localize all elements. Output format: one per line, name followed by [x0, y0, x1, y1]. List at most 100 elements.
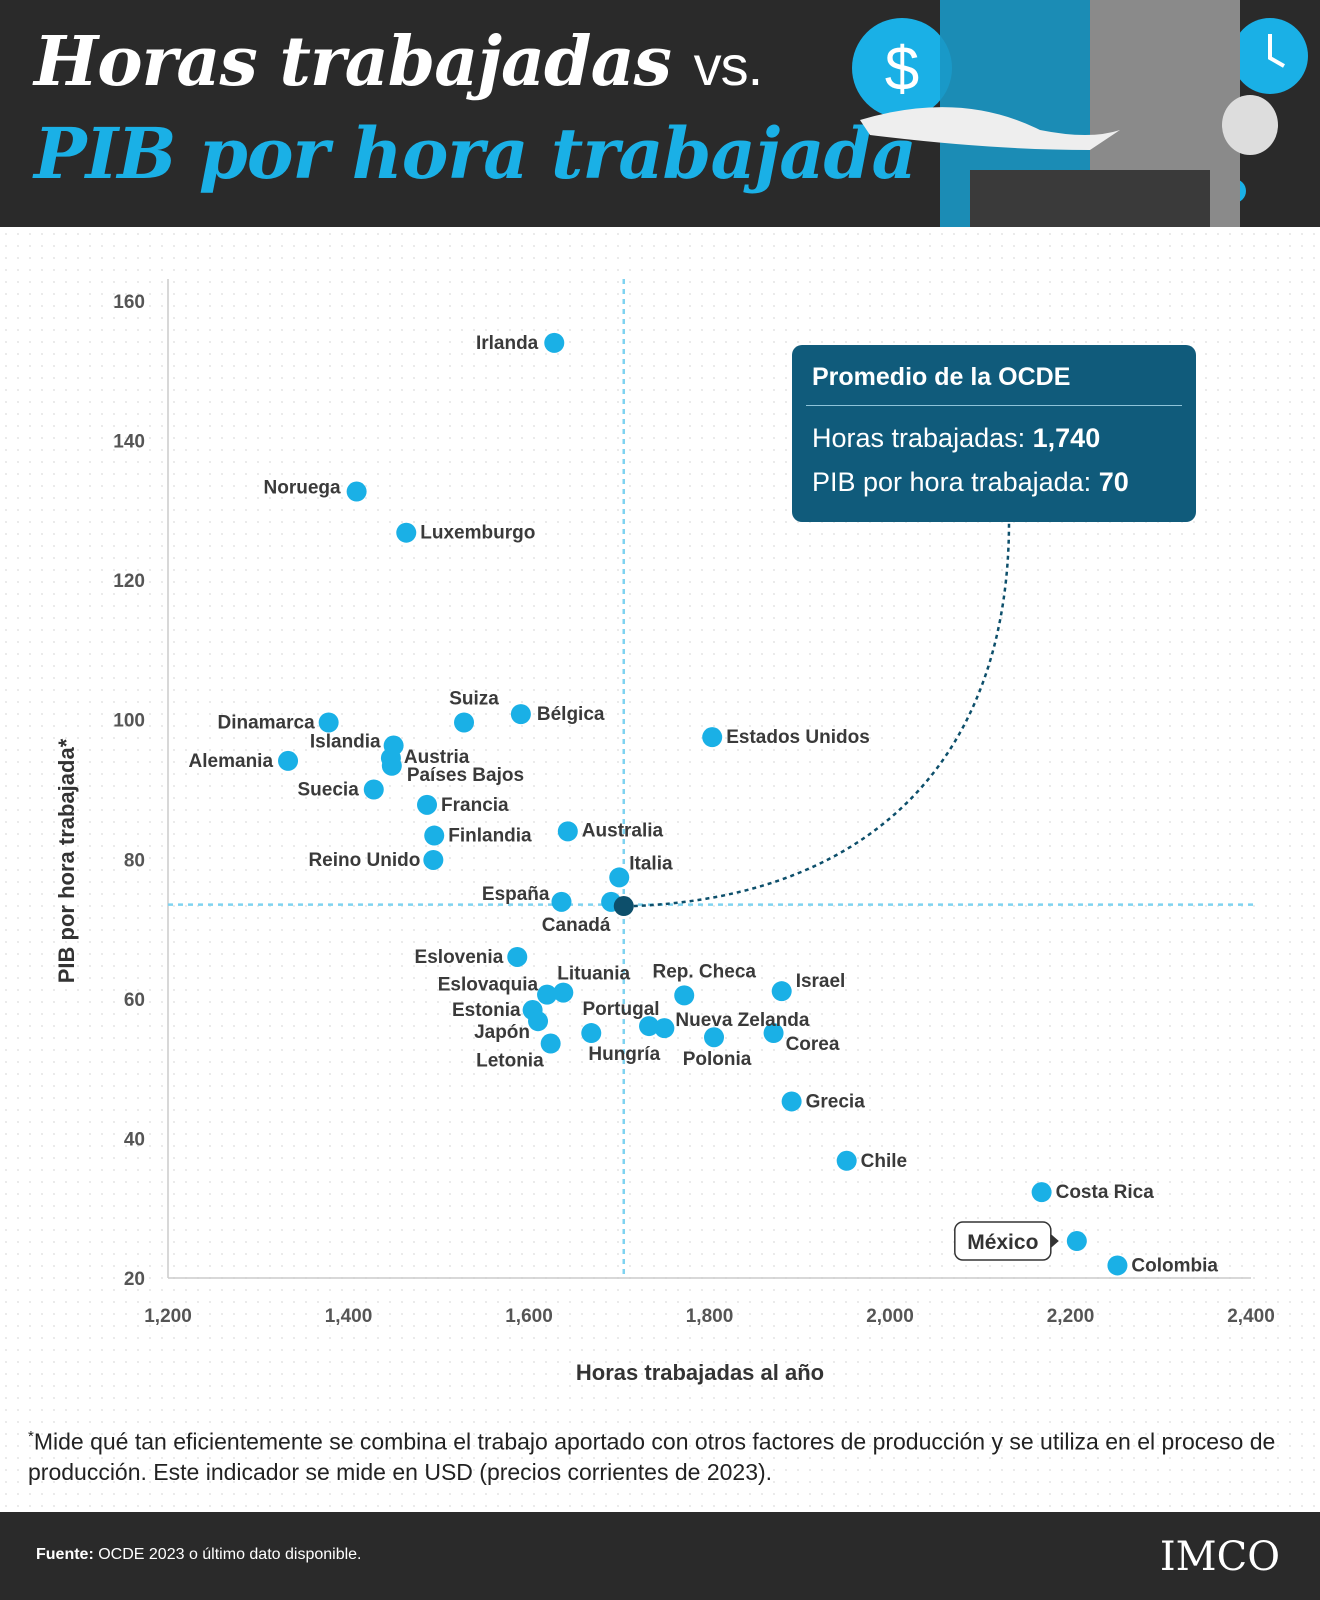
mexico-callout-pointer	[1050, 1234, 1059, 1249]
point-label: Polonia	[683, 1049, 752, 1070]
workers-illustration: $	[852, 0, 1308, 227]
point-label: Noruega	[264, 478, 342, 499]
y-tick-label: 80	[124, 850, 145, 871]
average-box-title: Promedio de la OCDE	[812, 363, 1071, 391]
point-label: España	[482, 884, 550, 905]
data-point-chile	[836, 1150, 857, 1171]
data-point-suiza	[454, 712, 475, 733]
data-point-dinamarca	[318, 712, 339, 733]
point-label: Israel	[796, 971, 846, 992]
data-point-grecia	[781, 1091, 802, 1112]
data-point-eslovenia	[507, 946, 528, 967]
x-tick-label: 1,800	[686, 1306, 734, 1327]
title-line-1: Horas trabajadas vs.	[34, 22, 764, 102]
point-label: Corea	[786, 1034, 840, 1055]
footnote: *Mide qué tan eficientemente se combina …	[28, 1422, 1298, 1487]
point-label: Lituania	[557, 964, 630, 985]
point-label: Irlanda	[476, 333, 539, 354]
data-point-letonia	[540, 1033, 561, 1054]
y-tick-label: 120	[113, 571, 145, 592]
x-tick-label: 1,400	[325, 1306, 373, 1327]
blueprint	[860, 107, 1120, 150]
point-label: Dinamarca	[217, 713, 315, 734]
data-point-alemania	[278, 750, 299, 771]
point-label: Eslovenia	[415, 947, 504, 968]
title-vs: vs.	[693, 34, 764, 97]
point-label: Austria	[404, 747, 470, 768]
data-point-espa-a	[551, 891, 572, 912]
point-label: Chile	[861, 1151, 907, 1172]
data-point-luxemburgo	[396, 522, 417, 543]
point-label: Francia	[441, 795, 509, 816]
data-point-rep-checa	[674, 985, 695, 1006]
point-label: Eslovaquia	[438, 975, 539, 996]
data-point-noruega	[346, 481, 367, 502]
data-point-hungr-a	[581, 1023, 602, 1044]
average-gdp: PIB por hora trabajada: 70	[812, 467, 1129, 497]
point-label: México	[967, 1231, 1038, 1254]
point-label: Estonia	[452, 1000, 521, 1021]
data-point-israel	[771, 981, 792, 1002]
data-point-irlanda	[544, 332, 565, 353]
point-label: Rep. Checa	[652, 961, 756, 982]
x-axis-title: Horas trabajadas al año	[576, 1360, 824, 1385]
y-tick-label: 140	[113, 432, 145, 453]
source: Fuente: OCDE 2023 o último dato disponib…	[36, 1546, 362, 1563]
header: Horas trabajadas vs. PIB por hora trabaj…	[0, 0, 1320, 227]
data-point-australia	[557, 821, 578, 842]
x-tick-label: 1,200	[144, 1306, 192, 1327]
data-point-eslovaquia	[537, 984, 558, 1005]
data-point-polonia	[704, 1027, 725, 1048]
point-label: Países Bajos	[407, 765, 524, 786]
x-tick-label: 2,400	[1227, 1306, 1275, 1327]
data-point-estados-unidos	[702, 727, 723, 748]
data-point-portugal	[639, 1016, 660, 1037]
point-label: Bélgica	[537, 704, 605, 725]
point-label: Nueva Zelanda	[675, 1010, 810, 1031]
data-point-costa-rica	[1031, 1182, 1052, 1203]
point-label: Australia	[582, 820, 664, 841]
data-point-m-xico	[1066, 1231, 1087, 1252]
scatter-chart: 1,200 1,400 1,600 1,800 2,000 2,200 2,400 20 40 6…	[54, 279, 1275, 1385]
point-label: Costa Rica	[1056, 1182, 1155, 1203]
imco-logo: IMCO	[1159, 1534, 1280, 1580]
data-point-lituania	[553, 982, 574, 1003]
point-label: Alemania	[189, 751, 274, 772]
y-tick-label: 100	[113, 711, 145, 732]
point-label: Luxemburgo	[420, 523, 535, 544]
average-hours: Horas trabajadas: 1,740	[812, 423, 1101, 453]
x-tick-label: 2,000	[866, 1306, 914, 1327]
y-tick-label: 160	[113, 292, 145, 313]
data-point-colombia	[1107, 1255, 1128, 1276]
point-label: Suecia	[298, 780, 360, 801]
x-tick-label: 1,600	[505, 1306, 553, 1327]
data-point-reino-unido	[423, 849, 444, 870]
y-tick-label: 20	[124, 1269, 145, 1290]
footnote-marker: *	[28, 1428, 34, 1445]
point-label: Hungría	[588, 1044, 660, 1065]
point-label: Portugal	[583, 999, 660, 1020]
data-point-finlandia	[424, 825, 445, 846]
point-label: Colombia	[1131, 1255, 1218, 1276]
data-point-corea	[763, 1023, 784, 1044]
point-label: Canadá	[542, 915, 611, 936]
x-tick-label: 2,200	[1047, 1306, 1095, 1327]
data-point-francia	[417, 794, 438, 815]
point-label: Estados Unidos	[726, 727, 870, 748]
data-point-nueva-zelanda	[654, 1018, 675, 1039]
svg-text:$: $	[885, 35, 919, 104]
data-point-b-lgica	[510, 704, 531, 725]
data-point-italia	[609, 867, 630, 888]
oecd-average-box: Promedio de la OCDE Horas trabajadas: 1,…	[792, 345, 1196, 522]
point-label: Letonia	[476, 1051, 544, 1072]
point-label: Finlandia	[448, 826, 532, 847]
data-point-suecia	[363, 779, 384, 800]
title-main: Horas trabajadas	[34, 22, 672, 102]
point-label: Japón	[474, 1022, 530, 1043]
data-point-jap-n	[528, 1011, 549, 1032]
point-label: Suiza	[449, 689, 499, 710]
point-label: Italia	[629, 853, 673, 874]
data-point-pa-ses-bajos	[381, 755, 402, 776]
divider	[806, 405, 1182, 406]
title-line-2: PIB por hora trabajada	[34, 112, 917, 195]
